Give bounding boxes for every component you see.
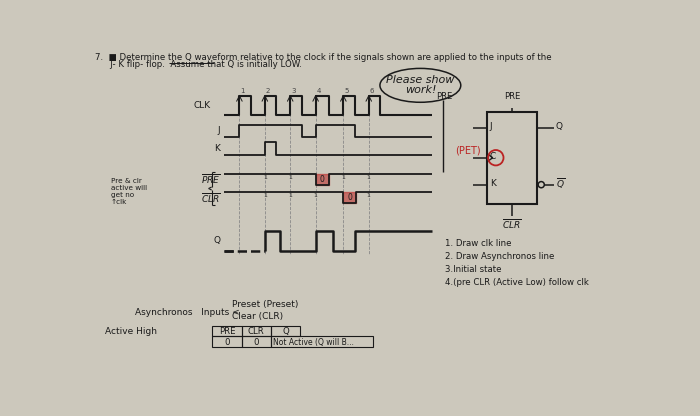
Text: $\overline{Q}$: $\overline{Q}$ [556, 176, 565, 191]
Text: 1: 1 [240, 88, 245, 94]
Text: Active High: Active High [105, 327, 157, 336]
Text: 4: 4 [316, 88, 321, 94]
Text: PRE: PRE [435, 92, 452, 101]
Text: 6: 6 [370, 88, 374, 94]
Text: work!: work! [405, 84, 436, 94]
Text: 0: 0 [347, 193, 352, 202]
Text: 1: 1 [288, 193, 292, 198]
Text: CLK: CLK [193, 101, 210, 110]
Text: 1: 1 [342, 175, 345, 180]
Text: Asynchronos   Inputs <: Asynchronos Inputs < [135, 308, 240, 317]
Text: 7.  ■ Determine the Q waveform relative to the clock if the signals shown are ap: 7. ■ Determine the Q waveform relative t… [95, 53, 552, 62]
Text: 0: 0 [320, 175, 325, 183]
Text: C: C [490, 152, 496, 161]
Text: (PET): (PET) [455, 145, 481, 155]
Text: Pre & clr
active will
get no
↑clk: Pre & clr active will get no ↑clk [111, 178, 147, 205]
Text: Preset (Preset): Preset (Preset) [232, 300, 298, 309]
Text: 1: 1 [314, 193, 318, 198]
Text: 0: 0 [253, 338, 259, 347]
Text: $\overline{CLR}$: $\overline{CLR}$ [201, 191, 220, 205]
Bar [271, 326, 358, 337]
Text: Q: Q [213, 236, 220, 245]
Text: K: K [214, 144, 220, 153]
Text: Clear (CLR): Clear (CLR) [232, 312, 283, 321]
Text: 1: 1 [288, 175, 292, 180]
Text: 3: 3 [291, 88, 295, 94]
Text: Not Active (Q will B...: Not Active (Q will B... [273, 338, 354, 347]
Text: J- K flip- flop.  Assume that Q is initially LOW.: J- K flip- flop. Assume that Q is initia… [102, 60, 302, 69]
Text: 1. Draw clk line: 1. Draw clk line [445, 238, 512, 248]
Text: $\overline{CLR}$: $\overline{CLR}$ [502, 217, 522, 231]
Text: PRE: PRE [219, 327, 235, 336]
Text: 1: 1 [263, 193, 267, 198]
Text: PRE: PRE [504, 92, 520, 101]
Text: Q: Q [556, 122, 563, 131]
Bar [271, 337, 373, 347]
Text: $\overline{PRE}$: $\overline{PRE}$ [201, 172, 220, 186]
Text: 5: 5 [344, 88, 349, 94]
Text: 2: 2 [265, 88, 270, 94]
Text: 3.Initial state: 3.Initial state [445, 265, 501, 274]
Text: Please show: Please show [386, 74, 454, 84]
Text: 1: 1 [263, 175, 267, 180]
Bar [241, 326, 271, 337]
Text: J: J [218, 126, 220, 135]
Text: 4.(pre CLR (Active Low) follow clk: 4.(pre CLR (Active Low) follow clk [445, 278, 589, 287]
Text: J: J [490, 122, 492, 131]
Text: K: K [490, 178, 496, 188]
Bar [213, 337, 241, 347]
Text: 2. Draw Asynchronos line: 2. Draw Asynchronos line [445, 252, 554, 261]
Bar [487, 111, 538, 204]
Text: 1: 1 [367, 175, 371, 180]
Bar [241, 337, 271, 347]
Text: CLR: CLR [248, 327, 265, 336]
Text: 1: 1 [367, 193, 371, 198]
Text: Q: Q [282, 327, 289, 336]
Text: 0: 0 [224, 338, 230, 347]
Bar [213, 326, 241, 337]
Bar [271, 326, 300, 337]
